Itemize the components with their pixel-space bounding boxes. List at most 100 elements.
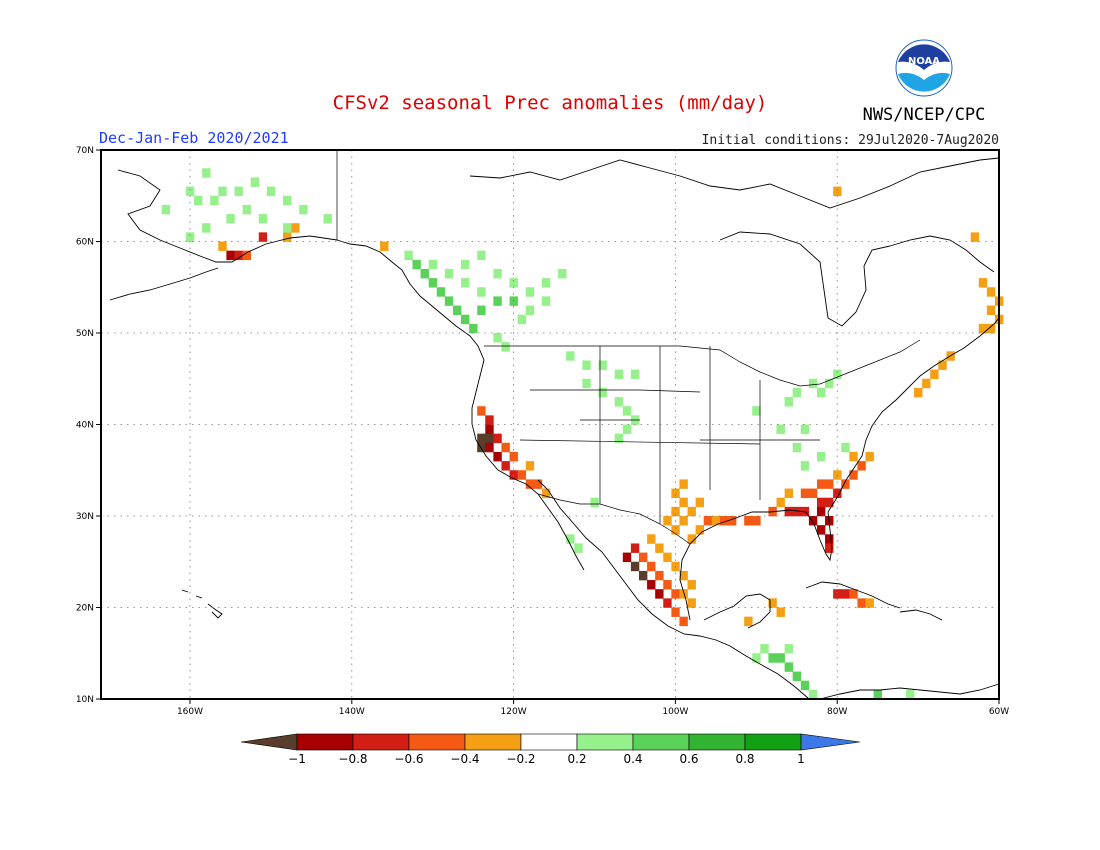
anomaly-cell [776, 424, 785, 434]
lat-tick-label: 70N [76, 146, 94, 156]
anomaly-cell [703, 516, 713, 526]
anomaly-cell [258, 232, 268, 242]
anomaly-cell [242, 204, 251, 215]
anomaly-cell [816, 387, 826, 398]
anomaly-cell [938, 360, 947, 370]
colorbar-tick-label: 0.2 [567, 752, 586, 766]
anomaly-cell [671, 525, 680, 535]
longitude-labels: 160W 140W 120W 100W 80W 60W [177, 699, 1009, 717]
anomaly-cell [234, 186, 243, 197]
anomaly-cell [800, 424, 810, 434]
anomaly-cell [291, 223, 300, 233]
anomaly-cell [574, 543, 583, 553]
anomaly-cell [582, 360, 591, 370]
anomaly-cell [202, 223, 211, 233]
anomaly-cell [768, 598, 777, 608]
anomaly-cell [978, 278, 988, 288]
colorbar-below-triangle [240, 733, 298, 751]
noaa-logo-text: NOAA [908, 56, 940, 67]
political-borders [336, 150, 921, 545]
anomaly-cell [525, 305, 535, 315]
colorbar-box [632, 733, 690, 751]
colorbar-tick-label: −1 [288, 752, 306, 766]
anomaly-cell [234, 250, 243, 261]
anomaly-cell [752, 653, 761, 663]
anomaly-cell [509, 296, 518, 306]
anomaly-cell [849, 451, 858, 462]
anomaly-cell [299, 204, 308, 215]
anomaly-cell [509, 470, 518, 480]
anomaly-cell [266, 186, 276, 197]
anomaly-cell [509, 278, 518, 288]
coastlines [109, 157, 1000, 700]
coastline-east [827, 317, 1000, 513]
anomaly-cell [218, 186, 227, 197]
anomaly-cell [541, 296, 551, 306]
anomaly-cell [784, 488, 794, 498]
anomaly-cell [663, 598, 672, 608]
anomaly-cell [857, 461, 866, 471]
anomaly-cell [525, 479, 535, 489]
anomaly-cell [598, 360, 607, 370]
anomaly-cell [719, 516, 729, 526]
anomaly-cell [776, 607, 785, 617]
anomaly-cell [816, 451, 826, 462]
anomaly-cell [647, 580, 656, 590]
anomaly-cell [210, 195, 219, 206]
anomaly-cell [679, 479, 688, 489]
anomaly-cell [663, 516, 672, 526]
anomaly-cell [695, 525, 705, 535]
lat-tick-label: 50N [76, 329, 94, 339]
anomaly-cell [663, 580, 672, 590]
anomaly-cell [477, 442, 486, 453]
figure-title: CFSv2 seasonal Prec anomalies (mm/day) [333, 92, 768, 114]
anomaly-cell [970, 232, 980, 242]
anomaly-cell [808, 516, 818, 526]
anomaly-cell [444, 296, 454, 306]
border-us-mexico [537, 493, 691, 545]
noaa-logo-icon: NOAA [895, 39, 953, 97]
anomaly-cell [541, 488, 551, 498]
colorbar-box [408, 733, 466, 751]
anomaly-cell [525, 461, 535, 471]
anomaly-cell [428, 278, 438, 288]
anomaly-cell [768, 653, 777, 663]
colorbar-above-triangle [800, 733, 861, 751]
season-label: Dec-Jan-Feb 2020/2021 [99, 129, 289, 147]
coastline-hudson [719, 231, 995, 327]
anomaly-cell [250, 177, 260, 187]
anomaly-cell [533, 479, 543, 489]
colorbar-tick-label: 0.4 [623, 752, 642, 766]
anomaly-cell [493, 296, 502, 306]
anomaly-cell [477, 287, 486, 297]
anomaly-cell [849, 589, 858, 599]
coastline-yucatan [703, 593, 771, 629]
anomaly-cell [873, 689, 882, 700]
anomaly-cell [485, 415, 494, 425]
anomaly-cell [614, 397, 624, 407]
anomaly-cell [784, 397, 794, 407]
anomaly-cell [493, 433, 502, 444]
anomaly-cell [849, 470, 858, 480]
colorbar: −1 −0.8 −0.6 −0.4 −0.2 0.2 0.4 0.6 0.8 1 [240, 733, 861, 766]
anomaly-cell [833, 470, 842, 480]
lon-tick-label: 60W [989, 707, 1009, 717]
anomaly-cell [630, 561, 640, 572]
anomaly-cell [792, 671, 802, 681]
anomaly-cell [679, 616, 688, 627]
anomaly-cell [647, 561, 656, 572]
lat-tick-label: 10N [76, 695, 94, 705]
anomaly-cell [485, 433, 494, 444]
anomaly-cell [541, 278, 551, 288]
initial-conditions-label: Initial conditions: 29Jul2020-7Aug2020 [702, 133, 999, 148]
anomaly-cell [258, 214, 268, 224]
anomaly-cell [218, 241, 227, 251]
colorbar-box [688, 733, 746, 751]
anomaly-cell [841, 589, 850, 599]
anomaly-cell [833, 186, 842, 197]
anomaly-cell [630, 543, 640, 553]
anomaly-cell [800, 488, 810, 498]
anomaly-cell [420, 268, 429, 279]
anomaly-cell [185, 186, 195, 197]
anomaly-cell [905, 689, 915, 700]
